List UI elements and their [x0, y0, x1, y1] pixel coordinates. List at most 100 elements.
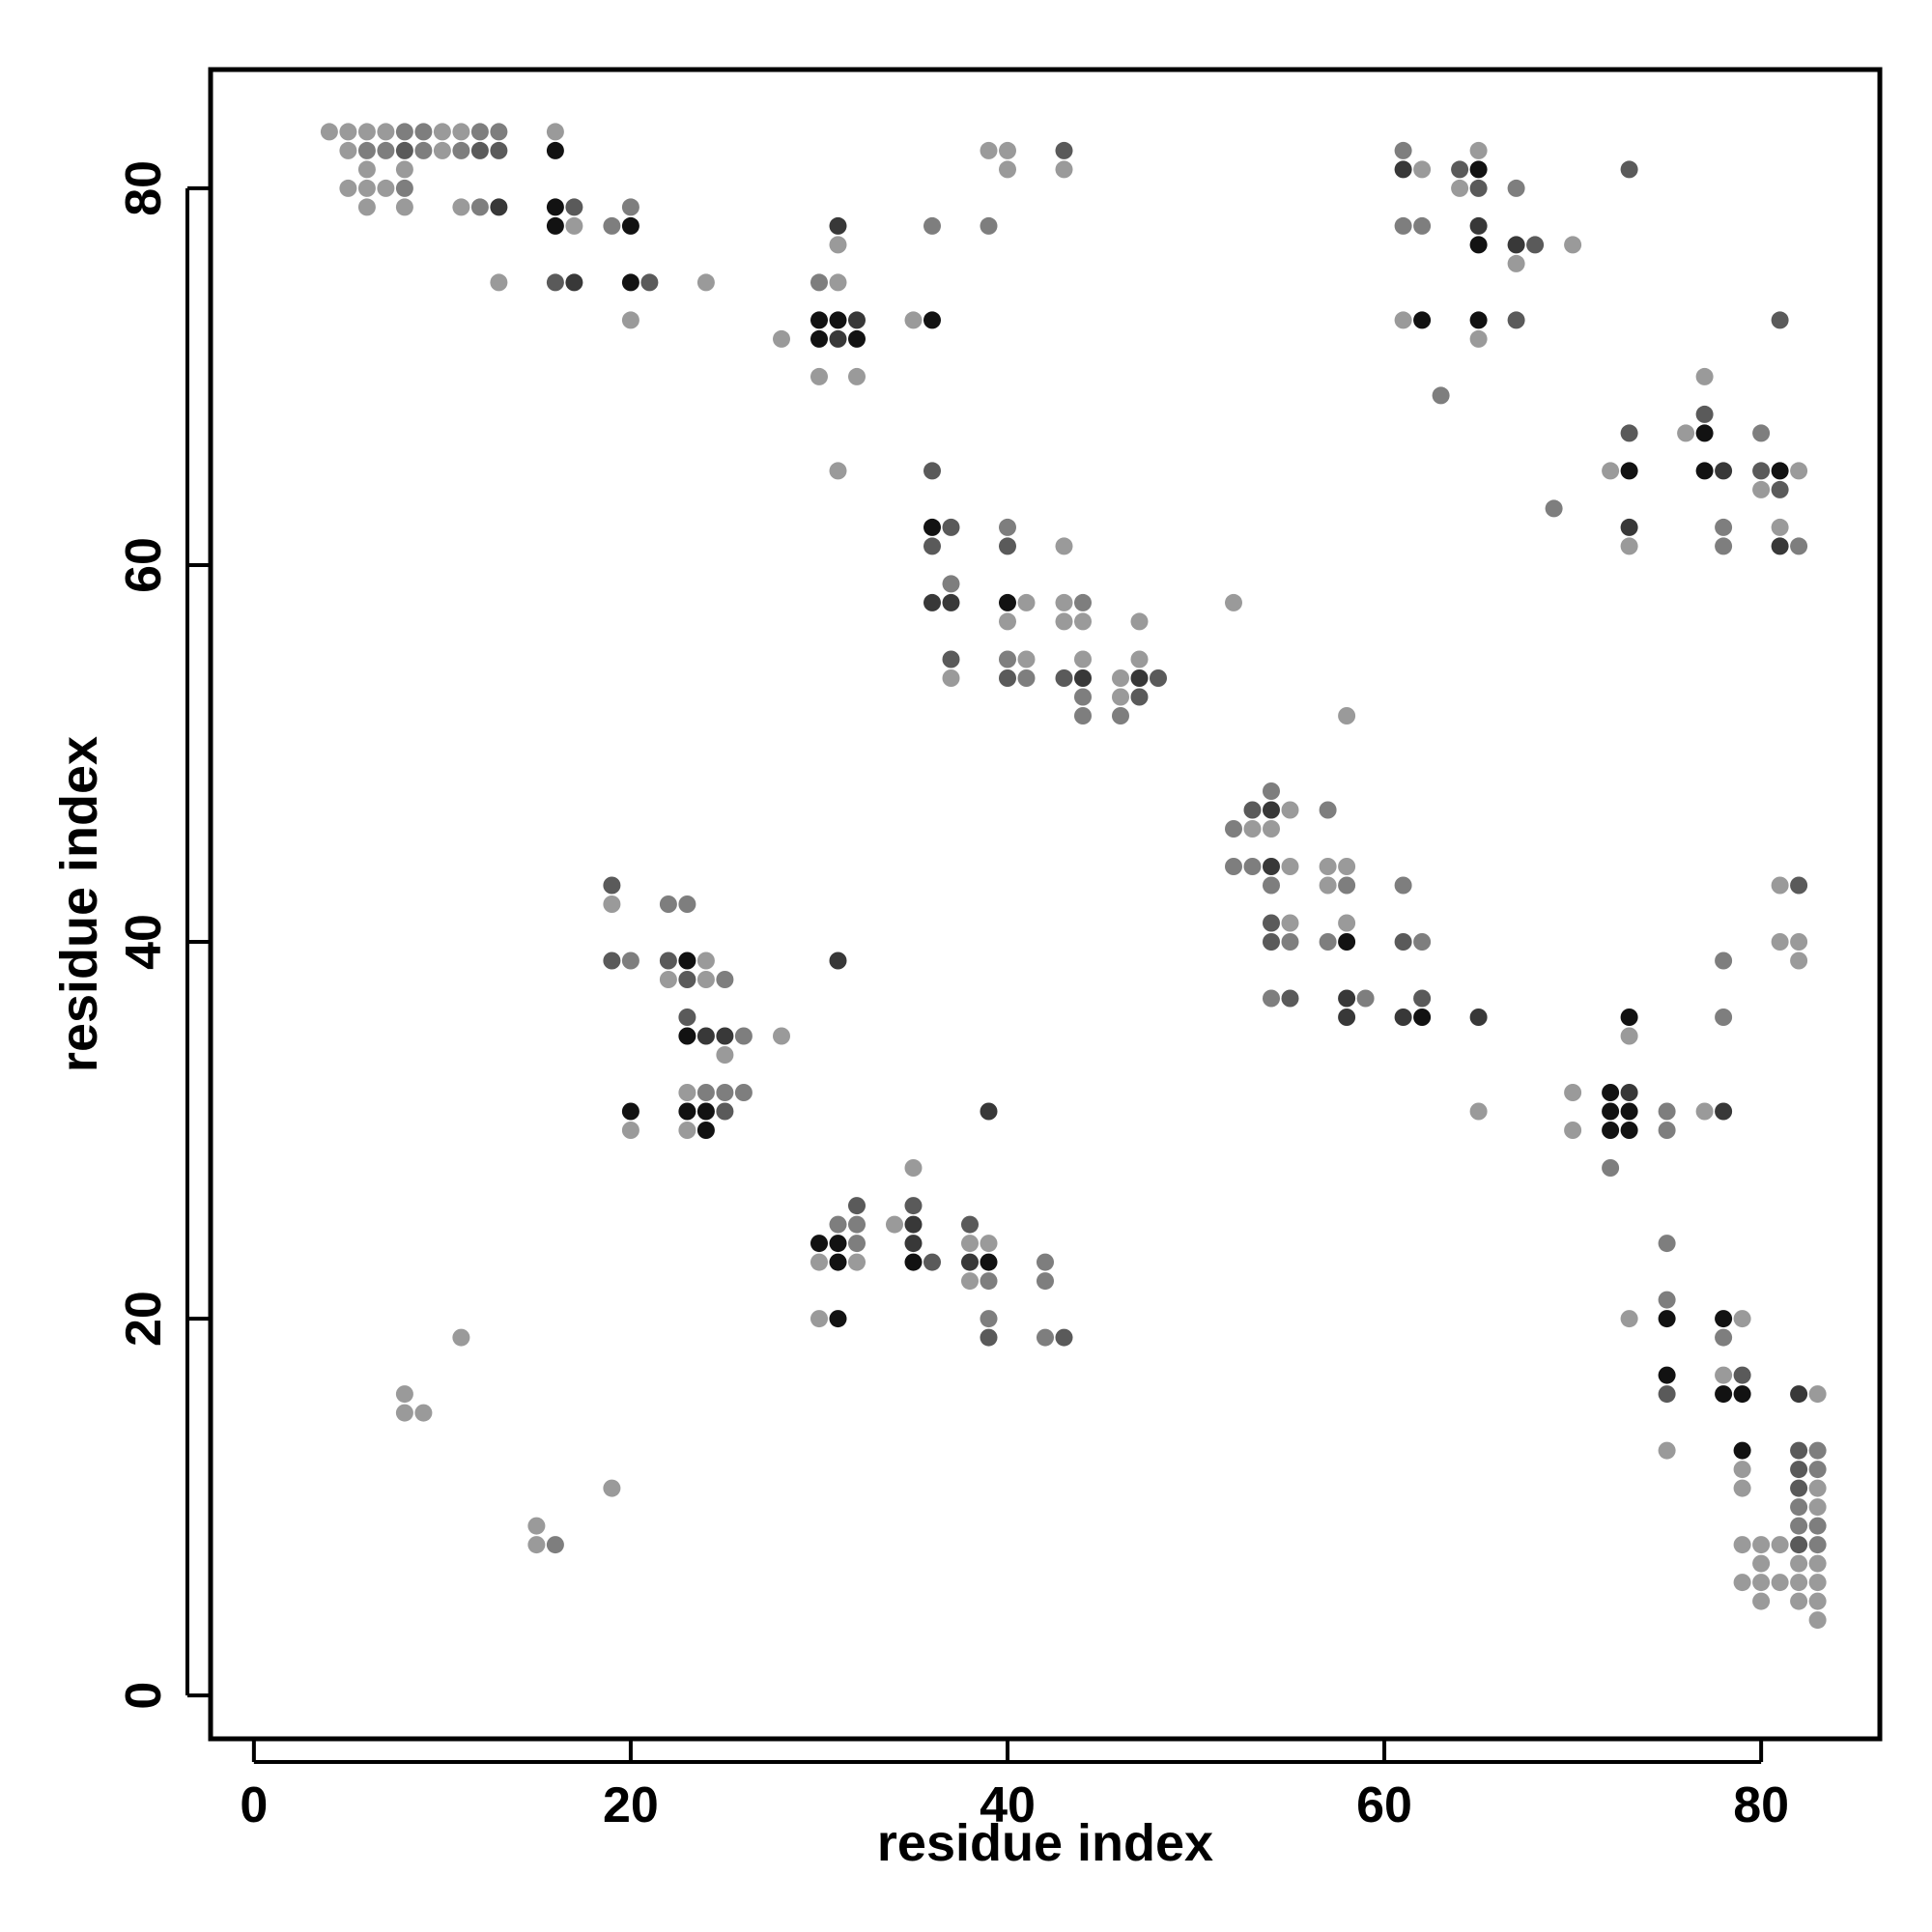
contact-point	[1130, 650, 1149, 668]
contact-point	[452, 198, 470, 216]
contact-point	[810, 1253, 828, 1271]
contact-point	[1752, 1536, 1771, 1554]
contact-point	[1771, 1574, 1789, 1592]
contact-point	[942, 575, 960, 593]
contact-point	[565, 216, 583, 235]
contact-point	[1394, 141, 1412, 159]
contact-point	[1338, 1009, 1356, 1026]
contact-point	[1620, 1084, 1638, 1101]
contact-point	[1263, 989, 1280, 1008]
contact-point	[696, 1084, 715, 1101]
contact-point	[546, 198, 564, 216]
contact-point	[1790, 1385, 1808, 1404]
contact-point	[621, 216, 639, 235]
contact-point	[810, 273, 828, 292]
contact-point	[1394, 311, 1412, 329]
contact-point	[1055, 593, 1073, 611]
contact-point	[1733, 1574, 1751, 1592]
contact-point	[1074, 650, 1092, 668]
contact-point	[1715, 537, 1733, 555]
contact-point	[395, 179, 413, 197]
plot-frame	[208, 67, 1883, 1742]
contact-point	[1620, 424, 1638, 442]
contact-point	[470, 198, 489, 216]
contact-point	[1620, 1102, 1638, 1121]
contact-point	[923, 462, 941, 480]
contact-point	[848, 1215, 866, 1234]
contact-point	[904, 1235, 923, 1253]
contact-point	[377, 179, 395, 197]
contact-point	[1338, 933, 1356, 951]
contact-point	[696, 1102, 715, 1121]
contact-point	[1752, 480, 1771, 498]
contact-point	[1733, 1310, 1751, 1328]
contact-point	[829, 329, 847, 348]
contact-point	[621, 952, 639, 970]
contact-point	[1733, 1385, 1751, 1404]
contact-point	[1243, 801, 1262, 819]
contact-point	[734, 1084, 753, 1101]
contact-point	[1771, 518, 1789, 536]
contact-point	[1790, 1517, 1808, 1535]
contact-point	[1469, 216, 1488, 235]
contact-point	[603, 895, 621, 913]
contact-point	[433, 123, 451, 141]
contact-point	[1620, 1310, 1638, 1328]
contact-point	[678, 1009, 696, 1026]
contact-point	[621, 198, 639, 216]
contact-point	[1790, 1441, 1808, 1460]
contact-point	[414, 1404, 433, 1422]
contact-point	[848, 1235, 866, 1253]
contact-point	[377, 123, 395, 141]
contact-point	[1602, 1102, 1620, 1121]
contact-point	[1263, 933, 1280, 951]
contact-point	[1112, 707, 1129, 724]
x-tick-label: 0	[240, 1777, 268, 1833]
contact-point	[640, 273, 659, 292]
x-axis-label: residue index	[877, 1814, 1213, 1872]
contact-point	[829, 952, 847, 970]
contact-point	[1507, 236, 1525, 254]
x-tick-label: 40	[980, 1777, 1036, 1833]
contact-point	[1037, 1253, 1054, 1271]
contact-point	[1469, 1102, 1488, 1121]
contact-point	[1620, 462, 1638, 480]
contact-point	[395, 141, 413, 159]
contact-point	[1225, 858, 1242, 875]
contact-point	[1225, 593, 1242, 611]
contact-point	[1338, 707, 1356, 724]
contact-point	[565, 273, 583, 292]
contact-point	[1695, 1102, 1714, 1121]
contact-point	[546, 1536, 564, 1554]
x-tick-label: 80	[1733, 1777, 1789, 1833]
contact-point	[1413, 989, 1432, 1008]
contact-point	[1055, 612, 1073, 631]
contact-point	[414, 123, 433, 141]
contact-point	[603, 952, 621, 970]
contact-point	[961, 1215, 979, 1234]
contact-point	[1715, 952, 1733, 970]
contact-point	[1338, 876, 1356, 895]
contact-point	[810, 329, 828, 348]
y-tick-label: 60	[116, 537, 172, 593]
contact-point	[659, 952, 677, 970]
contact-point	[1790, 1592, 1808, 1610]
contact-point	[339, 123, 357, 141]
contact-point	[1263, 820, 1280, 838]
contact-point	[1037, 1328, 1054, 1347]
contact-point	[942, 518, 960, 536]
contact-point	[1658, 1235, 1676, 1253]
contact-point	[1620, 160, 1638, 179]
contact-point	[942, 669, 960, 687]
contact-point	[1733, 1441, 1751, 1460]
contact-point	[1394, 933, 1412, 951]
contact-point	[452, 141, 470, 159]
contact-point	[1733, 1479, 1751, 1497]
contact-point	[1602, 1122, 1620, 1139]
contact-point	[999, 612, 1016, 631]
contact-point	[942, 650, 960, 668]
contact-point	[565, 198, 583, 216]
contact-point	[1017, 669, 1036, 687]
contact-point	[357, 160, 376, 179]
contact-point	[357, 141, 376, 159]
